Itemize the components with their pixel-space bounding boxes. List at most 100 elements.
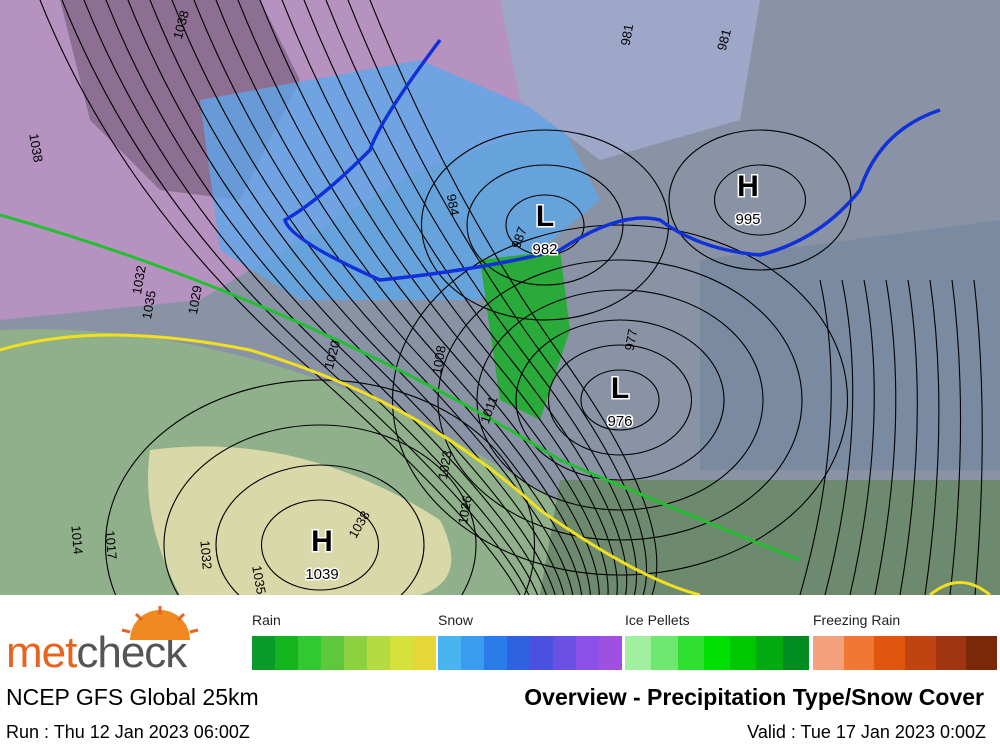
- isobar: [193, 0, 583, 595]
- isobar: [149, 0, 565, 595]
- freezing-line-yellow: [0, 333, 991, 595]
- legend-label: Snow: [438, 612, 474, 628]
- isobar: [215, 464, 425, 595]
- legend-swatch: [935, 636, 967, 670]
- isobar-label: 987: [508, 225, 530, 251]
- isobar: [466, 164, 624, 286]
- isobar: [260, 499, 380, 591]
- legend-swatch: [576, 636, 599, 670]
- isobar-label: 1014: [68, 525, 85, 555]
- legend-swatch: [252, 636, 275, 670]
- legend-swatch: [275, 636, 298, 670]
- isobar: [949, 279, 962, 595]
- isobar-label: 981: [618, 23, 637, 47]
- legend-swatch: [298, 636, 321, 670]
- isobar: [163, 424, 477, 595]
- isobar-label: 1026: [455, 494, 475, 525]
- legend-swatch: [730, 636, 757, 670]
- legend-swatch: [461, 636, 484, 670]
- legend-swatch: [651, 636, 678, 670]
- legend-label: Ice Pellets: [625, 612, 690, 628]
- isobar-label: 1035: [139, 289, 159, 320]
- arctic-region: [500, 0, 760, 160]
- isobar: [39, 0, 521, 595]
- central-europe: [700, 220, 1000, 470]
- logo-part: met: [6, 628, 77, 677]
- model-name: NCEP GFS Global 25km: [6, 684, 259, 710]
- legend-label: Rain: [252, 612, 281, 628]
- isobar-label: 1023: [435, 449, 455, 480]
- legend-swatch: [507, 636, 530, 670]
- isobar: [580, 369, 660, 431]
- legend-swatch: [782, 636, 809, 670]
- legend-swatch: [966, 636, 997, 670]
- isobar-label: 1032: [197, 540, 214, 570]
- isobar-label: 1038: [170, 9, 192, 41]
- isobar: [325, 0, 638, 595]
- legend-swatch: [484, 636, 507, 670]
- southern-europe: [540, 480, 1000, 595]
- isobar: [105, 0, 547, 595]
- isobar: [849, 279, 875, 595]
- isobar-label: 1038: [26, 132, 46, 163]
- isobar: [171, 0, 574, 595]
- isobar-label: 1032: [129, 264, 149, 295]
- isobar-label: 1017: [102, 530, 119, 560]
- pressure-value: 995: [735, 211, 760, 228]
- pressure-symbol: H: [311, 525, 333, 558]
- legend-swatch: [344, 636, 367, 670]
- pressure-symbol: L: [536, 200, 554, 233]
- legend-swatch: [438, 636, 461, 670]
- logo-sun: [121, 606, 199, 640]
- freezing-line-green: [0, 213, 801, 562]
- isobar: [61, 0, 530, 595]
- run-time: Run : Thu 12 Jan 2023 06:00Z: [6, 722, 250, 742]
- legend-swatch: [390, 636, 413, 670]
- legend-label: Freezing Rain: [813, 612, 901, 628]
- isobar-label: 981: [714, 27, 734, 52]
- isobar: [547, 344, 693, 456]
- pressure-value: 1039: [305, 566, 338, 583]
- pressure-value: 982: [532, 241, 557, 258]
- legend-swatch: [703, 636, 731, 670]
- isobar-label: 977: [622, 328, 641, 352]
- snow-line: [282, 38, 941, 282]
- isobar: [824, 279, 854, 595]
- product-title: Overview - Precipitation Type/Snow Cover: [524, 684, 984, 710]
- legend-swatch: [874, 636, 905, 670]
- isobar: [303, 0, 628, 595]
- isobar: [713, 164, 807, 236]
- isobars: [39, 0, 983, 595]
- isobar-label: 1008: [429, 344, 449, 375]
- isobar: [899, 279, 918, 595]
- valid-time: Valid : Tue 17 Jan 2023 0:00Z: [747, 722, 986, 742]
- isobar: [476, 289, 764, 511]
- isobar: [237, 0, 600, 595]
- pressure-symbol: H: [737, 170, 759, 203]
- isobar: [799, 279, 832, 595]
- isobar: [924, 279, 940, 595]
- legend-swatch: [530, 636, 553, 670]
- isobar: [347, 0, 648, 595]
- legend-swatch: [905, 636, 936, 670]
- legend-swatch: [843, 636, 875, 670]
- pressure-symbol: L: [611, 372, 629, 405]
- legend-swatch: [625, 636, 652, 670]
- legend-swatch: [813, 636, 844, 670]
- legend-swatch: [599, 636, 622, 670]
- isobar-label: 1020: [321, 339, 343, 371]
- legend-swatch: [677, 636, 704, 670]
- isobar: [369, 0, 658, 595]
- high-region: [148, 446, 452, 595]
- legend-swatch: [367, 636, 390, 670]
- isobar: [83, 0, 539, 595]
- snow-region: [200, 60, 600, 300]
- isobar-label: 1035: [249, 564, 269, 595]
- legend-swatch: [321, 636, 344, 670]
- isobar: [281, 0, 618, 595]
- isobar: [105, 379, 535, 595]
- weather-map: H995L982L976H103910381038103510321029102…: [0, 0, 1000, 595]
- isobar-label: 984: [444, 193, 463, 217]
- isobar: [973, 279, 983, 595]
